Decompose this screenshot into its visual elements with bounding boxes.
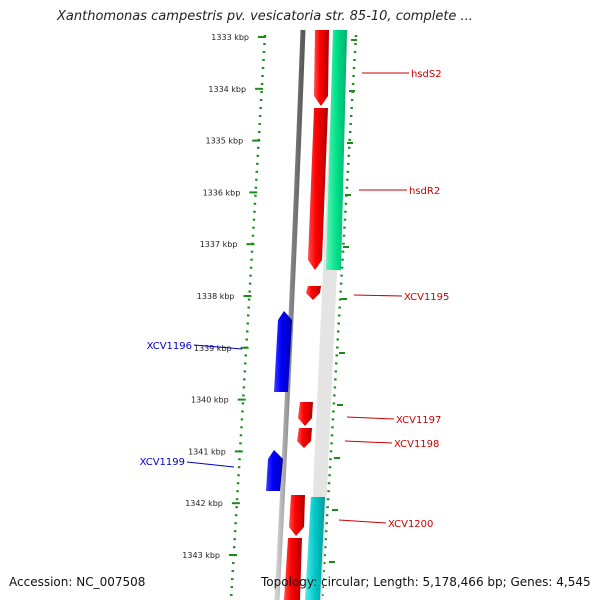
tick-label: 1336 kbp <box>203 188 241 197</box>
tick-label: 1335 kbp <box>205 137 243 146</box>
inner-tick-arc <box>229 34 267 600</box>
label-xcv1196[interactable]: XCV1196 <box>147 341 192 352</box>
label-hsds2[interactable]: hsdS2 <box>411 69 442 80</box>
tick-label: 1342 kbp <box>185 499 223 508</box>
feature-cyan <box>305 497 325 600</box>
cds-xcv1195[interactable] <box>306 286 321 300</box>
cds-next[interactable] <box>284 538 302 600</box>
tick-label: 1334 kbp <box>208 85 246 94</box>
forward-cds-track <box>284 30 329 600</box>
cds-xcv1196[interactable] <box>274 311 292 392</box>
genome-summary-text: Topology: circular; Length: 5,178,466 bp… <box>261 575 591 589</box>
label-xcv1199[interactable]: XCV1199 <box>140 457 185 468</box>
tick-label: 1337 kbp <box>200 240 238 249</box>
tick-label: 1339 kbp <box>194 344 232 353</box>
gene-labels: hsdS2 hsdR2 XCV1195 XCV1197 XCV1198 XCV1… <box>140 69 450 530</box>
label-xcv1198[interactable]: XCV1198 <box>394 439 439 450</box>
tick-label: 1341 kbp <box>188 447 226 456</box>
tick-label: 1338 kbp <box>197 292 235 301</box>
cds-hsds2[interactable] <box>314 30 329 106</box>
feature-green <box>326 30 347 270</box>
scale-ticks: 1333 kbp 1334 kbp 1335 kbp 1336 kbp 1337 kbp… <box>182 33 266 560</box>
cds-xcv1197[interactable] <box>298 402 313 426</box>
map-title: Xanthomonas campestris pv. vesicatoria s… <box>57 9 473 24</box>
reverse-cds-track <box>266 311 292 491</box>
label-xcv1200[interactable]: XCV1200 <box>388 519 433 530</box>
tick-label: 1340 kbp <box>191 396 229 405</box>
cds-xcv1199[interactable] <box>266 450 283 491</box>
label-xcv1195[interactable]: XCV1195 <box>404 292 449 303</box>
label-hsdr2[interactable]: hsdR2 <box>409 186 440 197</box>
backbone-line <box>274 29 306 600</box>
accession-text: Accession: NC_007508 <box>9 575 146 589</box>
outer-arc-ticks <box>329 39 357 563</box>
cds-xcv1200[interactable] <box>289 495 305 536</box>
cds-xcv1198[interactable] <box>297 428 312 448</box>
tick-label: 1333 kbp <box>211 33 249 42</box>
tick-label: 1343 kbp <box>182 551 220 560</box>
cds-hsdr2[interactable] <box>308 108 328 270</box>
label-xcv1197[interactable]: XCV1197 <box>396 415 441 426</box>
